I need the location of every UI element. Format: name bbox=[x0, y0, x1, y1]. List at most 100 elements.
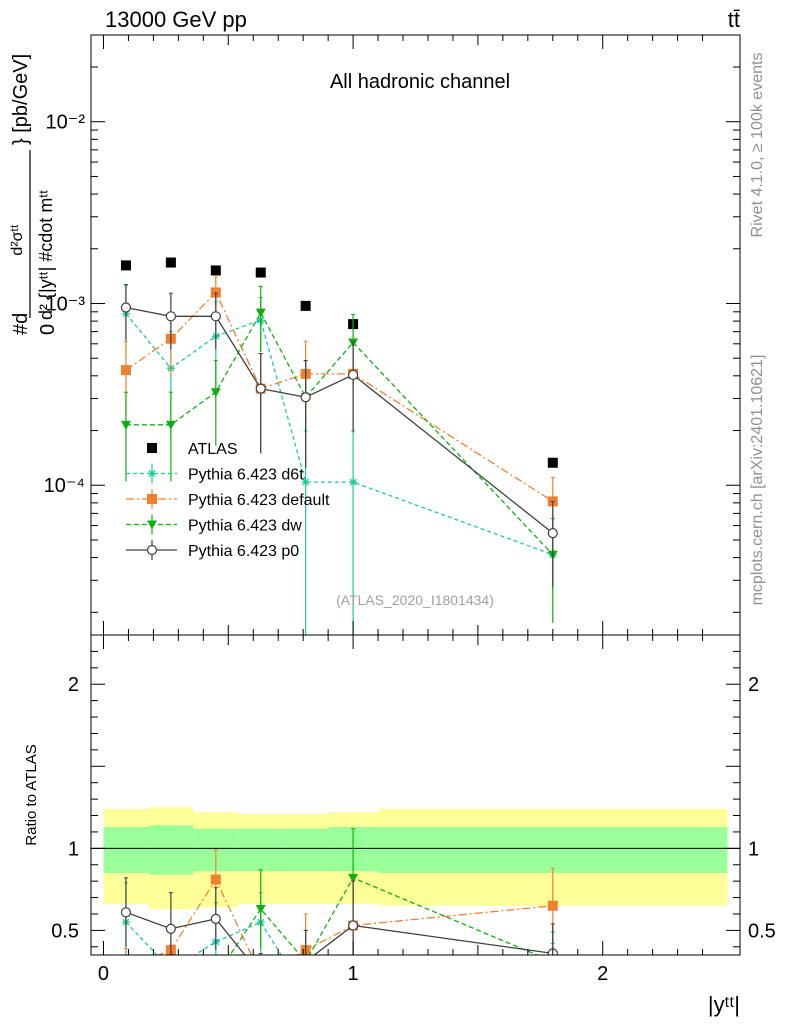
ratio-ytick-label-left: 1 bbox=[68, 838, 79, 860]
ratio-point-d6t-stroke bbox=[550, 959, 556, 965]
point-default bbox=[120, 365, 131, 376]
legend-item-atlas: ATLAS bbox=[147, 441, 238, 458]
point-atlas bbox=[120, 260, 131, 271]
ratio-point-p0 bbox=[165, 923, 176, 934]
point-dw bbox=[120, 420, 131, 430]
ylabel-hash-d: #d bbox=[10, 313, 32, 335]
ratio-point-p0 bbox=[210, 913, 221, 924]
ratio-point-p0 bbox=[301, 957, 310, 966]
ratio-xtick-label: 1 bbox=[348, 963, 359, 985]
analysis-watermark: (ATLAS_2020_I1801434) bbox=[336, 592, 494, 608]
ratio-ytick-label-right: 2 bbox=[748, 674, 759, 696]
point-p0 bbox=[547, 528, 558, 539]
ratio-point-dw bbox=[121, 987, 131, 996]
ratio-ytick-label-left: 2 bbox=[68, 674, 79, 696]
band-inner bbox=[148, 825, 194, 875]
main-axis-ticks: 10⁻² 10⁻³ 10⁻⁴ bbox=[44, 34, 740, 635]
point-dw bbox=[255, 308, 266, 318]
main-ytick-label: 10⁻⁴ bbox=[44, 475, 85, 497]
ratio-point-default bbox=[547, 900, 558, 911]
ratio-point-d6t bbox=[167, 966, 175, 974]
point-p0 bbox=[300, 392, 311, 403]
legend-item-default: Pythia 6.423 default bbox=[126, 489, 330, 509]
ratio-uncertainty-bands bbox=[103, 807, 728, 910]
ratio-point-d6t-stroke bbox=[350, 988, 356, 994]
x-axis-label: |yᵗᵗ| bbox=[708, 992, 740, 1017]
ylabel-numerator: d²σᵗᵗ bbox=[9, 224, 26, 256]
legend-label-p0: Pythia 6.423 p0 bbox=[188, 543, 299, 560]
ratio-xtick-label: 2 bbox=[597, 963, 608, 985]
point-p0 bbox=[165, 311, 176, 322]
main-ytick-label: 10⁻³ bbox=[46, 293, 86, 315]
legend-item-p0: Pythia 6.423 p0 bbox=[126, 540, 299, 560]
ratio-point-d6t-stroke bbox=[550, 959, 556, 965]
point-atlas bbox=[255, 267, 266, 278]
ratio-series-layer bbox=[120, 828, 558, 998]
point-dw bbox=[165, 420, 176, 430]
legend-marker-d6t bbox=[148, 469, 156, 478]
point-p0 bbox=[120, 302, 132, 313]
chart-title: All hadronic channel bbox=[330, 71, 510, 93]
header-process-label: tt̄ bbox=[728, 7, 740, 32]
ratio-point-d6t-stroke bbox=[168, 967, 174, 973]
ratio-series-p0 bbox=[120, 877, 558, 979]
point-d6t bbox=[349, 478, 358, 487]
ratio-point-p0 bbox=[347, 920, 359, 931]
ratio-point-d6t bbox=[549, 958, 557, 966]
legend-label-atlas: ATLAS bbox=[188, 441, 238, 458]
ratio-point-d6t bbox=[349, 987, 357, 995]
main-ylabel: #d d²σᵗᵗ d² {|yᵗᵗ| #cdot mᵗᵗ } [pb/GeV] … bbox=[9, 54, 59, 335]
point-d6t-stroke bbox=[302, 478, 310, 486]
ratio-ytick-label-right: 1 bbox=[748, 838, 759, 860]
point-d6t bbox=[301, 478, 310, 487]
ratio-point-d6t bbox=[302, 990, 310, 998]
rivet-version-label: Rivet 4.1.0, ≥ 100k events bbox=[749, 53, 766, 238]
series-dw bbox=[120, 286, 558, 623]
point-default bbox=[210, 287, 221, 298]
legend-marker-d6t-stroke bbox=[148, 470, 156, 477]
point-p0 bbox=[255, 383, 266, 394]
ratio-frame bbox=[90, 634, 741, 956]
point-p0 bbox=[347, 369, 359, 380]
point-d6t-stroke bbox=[349, 478, 357, 486]
ylabel-close: } [pb/GeV] bbox=[10, 54, 32, 145]
series-atlas bbox=[120, 257, 558, 468]
ratio-point-dw bbox=[548, 958, 558, 967]
main-series-layer bbox=[120, 257, 558, 635]
point-atlas bbox=[300, 300, 311, 311]
legend-label-default: Pythia 6.423 default bbox=[188, 492, 330, 509]
header-energy-label: 13000 GeV pp bbox=[105, 7, 247, 32]
point-atlas bbox=[547, 457, 558, 468]
band-inner bbox=[283, 828, 329, 872]
ratio-point-dw bbox=[166, 987, 176, 996]
band-inner bbox=[238, 828, 284, 872]
ylabel-denominator: d² {|yᵗᵗ| #cdot mᵗᵗ bbox=[36, 190, 56, 320]
legend-item-d6t: Pythia 6.423 d6t bbox=[126, 463, 304, 484]
legend: ATLAS Pythia 6.423 d6t Pythia 6.423 defaul… bbox=[126, 441, 330, 560]
ratio-point-dw bbox=[255, 905, 266, 915]
ratio-point-dw bbox=[301, 958, 311, 967]
ylabel-zero: 0 bbox=[37, 324, 59, 335]
series-d6t bbox=[121, 284, 557, 635]
ratio-point-p0 bbox=[256, 970, 265, 979]
main-ytick-label: 10⁻² bbox=[46, 112, 86, 134]
ratio-ytick-label-left: 0.5 bbox=[51, 920, 79, 942]
series-p0 bbox=[120, 284, 558, 588]
ratio-point-dw bbox=[348, 873, 359, 883]
ratio-point-d6t-stroke bbox=[303, 991, 309, 997]
ratio-panel: 0.5 0.5 1 1 2 2 0 1 2 Ratio to ATLAS |yᵗᵗ| bbox=[23, 634, 776, 1017]
ratio-point-d6t-stroke bbox=[303, 991, 309, 997]
band-inner bbox=[378, 827, 728, 873]
mcplots-label: mcplots.cern.ch [arXiv:2401.10621] bbox=[749, 355, 766, 606]
legend-marker-default bbox=[147, 494, 157, 504]
ratio-point-d6t-stroke bbox=[168, 967, 174, 973]
ratio-point-default bbox=[210, 874, 221, 885]
ratio-ytick-label-right: 0.5 bbox=[748, 920, 776, 942]
band-inner bbox=[103, 827, 149, 873]
ratio-xtick-label: 0 bbox=[98, 963, 109, 985]
legend-marker-dw bbox=[147, 520, 157, 530]
point-dw bbox=[210, 388, 221, 398]
legend-marker-p0 bbox=[146, 544, 158, 556]
main-panel: 10⁻² 10⁻³ 10⁻⁴ All hadronic channel (ATLAS… bbox=[9, 34, 741, 636]
legend-marker-atlas bbox=[147, 443, 157, 453]
